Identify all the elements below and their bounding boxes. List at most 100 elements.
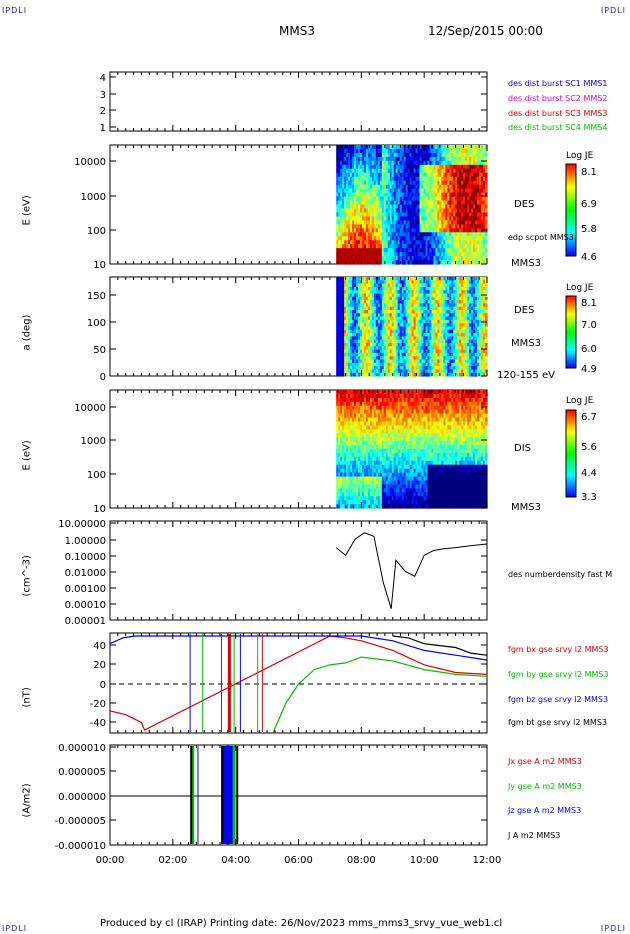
p6-ytick: 40 bbox=[93, 641, 106, 652]
footer-corner-right: IPDLI bbox=[600, 924, 626, 933]
p1-legend-3: des dist burst SC3 MMS3 bbox=[508, 109, 608, 118]
p4-cbar-tick: 5.6 bbox=[581, 442, 597, 453]
p5-ylabel: (cm^-3) bbox=[21, 555, 33, 597]
p2-cbar-tick: 6.9 bbox=[581, 199, 597, 210]
p3-cbar-tick: 8.1 bbox=[581, 298, 597, 309]
p6-legend-bx: fgm bx gse srvy l2 MMS3 bbox=[508, 645, 609, 654]
p2-ytick: 1000 bbox=[81, 192, 106, 203]
p7-ytick: -0.000005 bbox=[55, 816, 106, 827]
p7-legend-jy: Jy gse A m2 MMS3 bbox=[508, 782, 582, 791]
xtick-label: 02:00 bbox=[158, 855, 187, 866]
p3-cbar-tick: 6.0 bbox=[581, 344, 597, 355]
p6-ylabel: (nT) bbox=[21, 687, 33, 708]
xtick-label: 10:00 bbox=[410, 855, 439, 866]
p5-ytick: 0.01000 bbox=[65, 568, 106, 579]
xtick-label: 12:00 bbox=[473, 855, 502, 866]
p1-frame bbox=[109, 71, 488, 132]
corner-label-left: IPDLI bbox=[2, 6, 28, 15]
p4-cbar-tick: 3.3 bbox=[581, 492, 597, 503]
p7-ytick: 0.000000 bbox=[58, 792, 106, 803]
p4-label-mms3: MMS3 bbox=[511, 502, 541, 513]
p7-ytick: -0.000010 bbox=[55, 841, 106, 852]
p7-frame bbox=[109, 744, 488, 846]
p4-ytick: 100 bbox=[87, 470, 106, 481]
xtick-label: 00:00 bbox=[96, 855, 125, 866]
p4-ytick: 10 bbox=[93, 504, 106, 515]
spacecraft-title: MMS3 bbox=[279, 24, 315, 38]
p5-ytick: 10.00000 bbox=[58, 519, 106, 530]
p6-legend-bt: fgm bt gse srvy l2 MMS3 bbox=[508, 718, 607, 727]
p5-ytick: 1.00000 bbox=[65, 536, 106, 547]
p2-label-mms3: MMS3 bbox=[511, 258, 541, 269]
p4-ytick: 10000 bbox=[74, 403, 106, 414]
b-field-line bbox=[272, 656, 488, 733]
xtick-label: 06:00 bbox=[284, 855, 313, 866]
p2-cbar-tick: 4.6 bbox=[581, 252, 597, 263]
p7-legend-j: J A m2 MMS3 bbox=[508, 831, 561, 840]
p1-legend-1: des dist burst SC1 MMS1 bbox=[508, 79, 608, 88]
p7-ytick: 0.000005 bbox=[58, 767, 106, 778]
p2-ylabel: E (eV) bbox=[21, 195, 33, 226]
p3-spectrogram bbox=[336, 277, 488, 377]
xtick-label: 04:00 bbox=[221, 855, 250, 866]
p3-ytick: 150 bbox=[87, 291, 106, 302]
p2-ytick: 100 bbox=[87, 226, 106, 237]
p2-cbar-tick: 8.1 bbox=[581, 167, 597, 178]
p2-spectrogram bbox=[336, 145, 488, 265]
p2-cbar-tick: 5.8 bbox=[581, 224, 597, 235]
p4-cbar-title: Log JE bbox=[566, 396, 594, 406]
p7-ylabel: (A/m2) bbox=[21, 783, 33, 818]
p4-cbar-tick: 4.4 bbox=[581, 468, 597, 479]
p1-ytick: 3 bbox=[100, 90, 106, 101]
p4-ylabel: E (eV) bbox=[21, 440, 33, 471]
p3-ytick: 50 bbox=[93, 345, 106, 356]
footer-text: Produced by cl (IRAP) Printing date: 26/… bbox=[100, 918, 503, 929]
p5-ytick: 0.10000 bbox=[65, 552, 106, 563]
xtick-label: 08:00 bbox=[347, 855, 376, 866]
p2-label-scpot: edp scpot MMS3 bbox=[508, 233, 574, 242]
p3-ylabel: a (deg) bbox=[21, 314, 33, 351]
p3-colorbar bbox=[565, 295, 577, 369]
p3-cbar-title: Log JE bbox=[566, 283, 594, 293]
p1-legend-4: des dist burst SC4 MMS4 bbox=[508, 123, 608, 132]
p3-label-energy: 120-155 eV bbox=[497, 370, 555, 381]
p7-ytick: 0.000010 bbox=[58, 743, 106, 754]
footer-corner-left: IPDLI bbox=[2, 924, 28, 933]
p6-ytick: -20 bbox=[90, 699, 106, 710]
p5-ytick: 0.00010 bbox=[65, 600, 106, 611]
p4-label-dis: DIS bbox=[514, 443, 531, 454]
p7-legend-jz: Jz gse A m2 MMS3 bbox=[508, 806, 582, 815]
p3-cbar-tick: 4.9 bbox=[581, 364, 597, 375]
p6-ytick: 0 bbox=[100, 680, 106, 691]
b-field-line bbox=[109, 635, 488, 731]
p2-ytick: 10000 bbox=[74, 157, 106, 168]
p7-legend-jx: Jx gse A m2 MMS3 bbox=[508, 757, 582, 766]
p5-ytick: 0.00001 bbox=[65, 616, 106, 627]
p2-colorbar bbox=[565, 163, 577, 257]
p2-label-des: DES bbox=[514, 199, 535, 210]
p6-legend-bz: fgm bz gse srvy l2 MMS3 bbox=[508, 695, 609, 704]
p1-ytick: 2 bbox=[100, 106, 106, 117]
p5-frame bbox=[109, 520, 488, 621]
corner-label-right: IPDLI bbox=[600, 6, 626, 15]
p4-ytick: 1000 bbox=[81, 436, 106, 447]
density-line bbox=[335, 532, 488, 609]
p5-legend: des numberdensity fast M bbox=[508, 570, 613, 579]
p3-cbar-tick: 7.0 bbox=[581, 320, 597, 331]
p6-ytick: -40 bbox=[90, 718, 106, 729]
p1-legend-2: des dist burst SC2 MMS2 bbox=[508, 94, 608, 103]
p3-label-des: DES bbox=[514, 305, 535, 316]
date-title: 12/Sep/2015 00:00 bbox=[428, 24, 543, 38]
p1-ytick: 4 bbox=[100, 73, 106, 84]
p2-ytick: 10 bbox=[93, 260, 106, 271]
p3-label-mms3: MMS3 bbox=[511, 338, 541, 349]
p3-ytick: 0 bbox=[100, 372, 106, 383]
p1-ytick: 1 bbox=[100, 123, 106, 134]
p5-ytick: 0.00100 bbox=[65, 584, 106, 595]
p4-colorbar bbox=[565, 409, 577, 498]
p3-ytick: 100 bbox=[87, 318, 106, 329]
p6-frame bbox=[109, 632, 488, 734]
p6-legend-by: fgm by gse srvy l2 MMS3 bbox=[508, 670, 609, 679]
p6-ytick: 20 bbox=[93, 660, 106, 671]
